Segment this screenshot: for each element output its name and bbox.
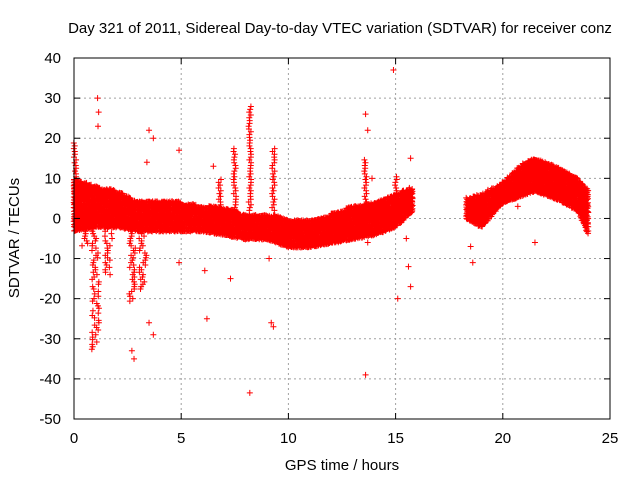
data-point bbox=[110, 186, 117, 193]
data-points bbox=[70, 67, 592, 396]
chart-title: Day 321 of 2011, Sidereal Day-to-day VTE… bbox=[68, 20, 612, 37]
